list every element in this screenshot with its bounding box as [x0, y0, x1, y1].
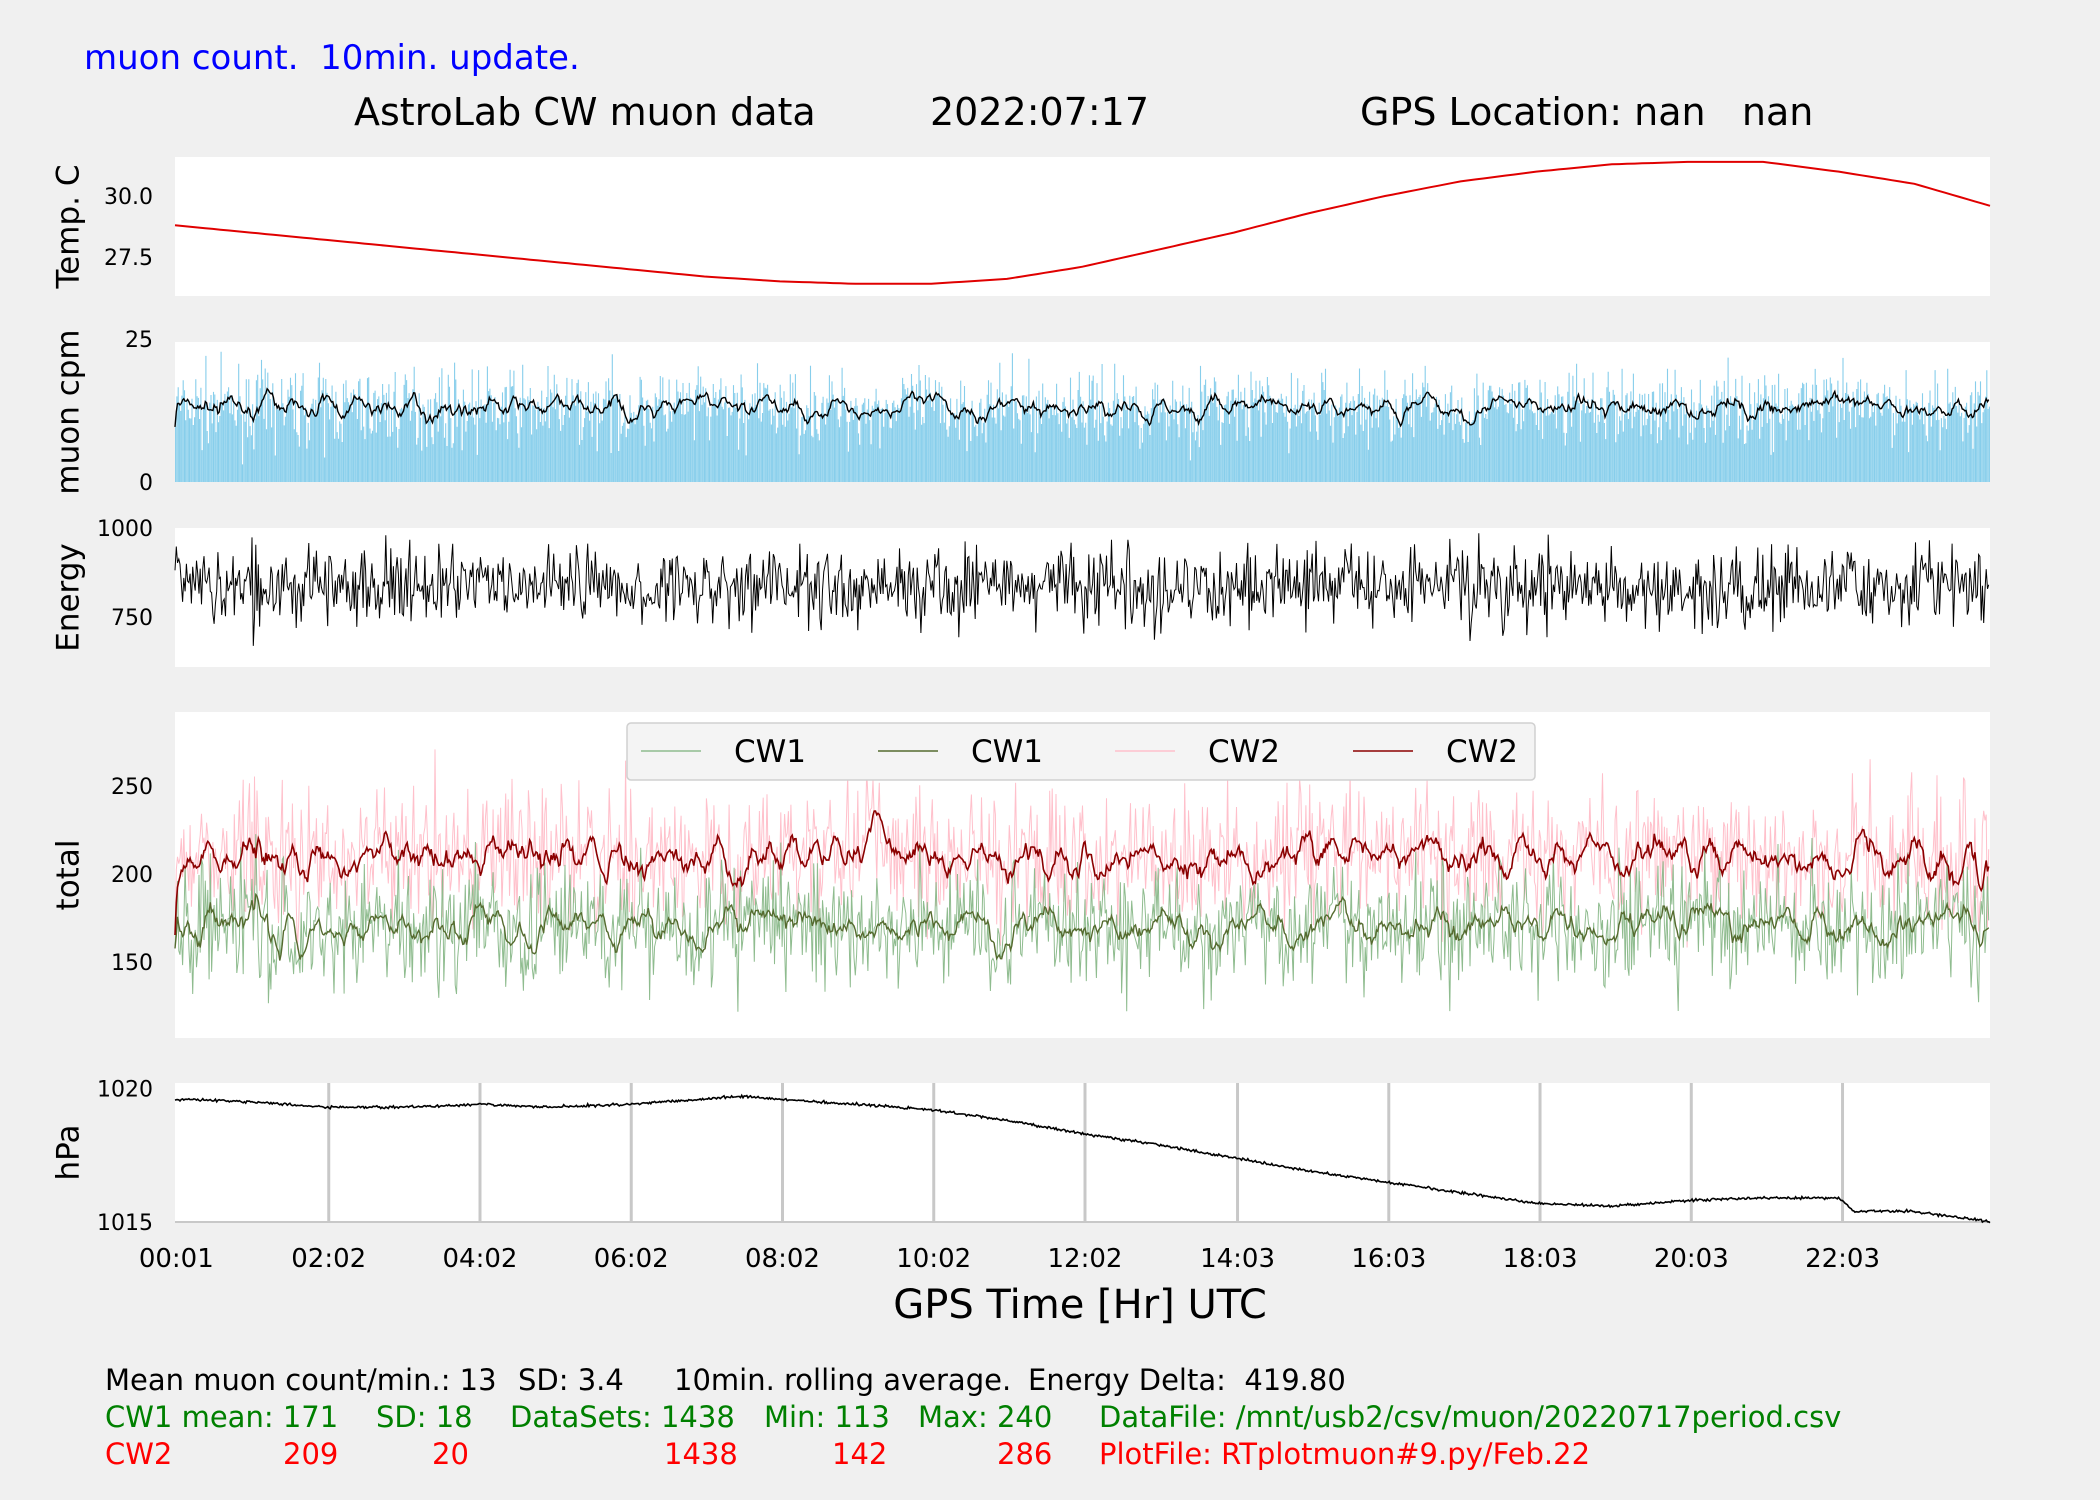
x-tick-label: 22:03	[1805, 1244, 1880, 1274]
cw1-datasets: DataSets: 1438	[510, 1400, 735, 1434]
x-tick-label: 02:02	[291, 1244, 366, 1274]
x-axis-label: GPS Time [Hr] UTC	[893, 1282, 1267, 1328]
footer-rolling: 10min. rolling average.	[674, 1363, 1012, 1397]
footer-energy-delta: Energy Delta: 419.80	[1028, 1363, 1346, 1397]
x-tick-label: 14:03	[1200, 1244, 1275, 1274]
plot-panel	[175, 1083, 1990, 1222]
muon-rolling-average	[174, 387, 1990, 428]
cw1-sd: SD: 18	[376, 1400, 473, 1434]
cw2-datasets: 1438	[664, 1437, 738, 1471]
y-tick-label: 0	[139, 471, 153, 496]
legend-box	[626, 722, 1536, 781]
y-tick-label: 27.5	[104, 246, 153, 271]
cw1-min: Min: 113	[764, 1400, 890, 1434]
y-tick-label: 30.0	[104, 185, 153, 210]
y-tick-label: 1015	[97, 1211, 153, 1236]
legend-label: CW1	[734, 734, 806, 770]
chart-date: 2022:07:17	[930, 90, 1150, 134]
cw1-max: Max: 240	[918, 1400, 1053, 1434]
y-tick-label: 1000	[97, 517, 153, 542]
x-tick-label: 04:02	[443, 1244, 518, 1274]
x-tick-label: 10:02	[896, 1244, 971, 1274]
y-tick-label: 1020	[97, 1077, 153, 1102]
cw2-plotfile: PlotFile: RTplotmuon#9.py/Feb.22	[1099, 1437, 1591, 1471]
cw1-mean: CW1 mean: 171	[105, 1400, 339, 1434]
pressure-line	[174, 1093, 1991, 1224]
x-tick-label: 18:03	[1503, 1244, 1578, 1274]
chart-title: AstroLab CW muon data	[354, 90, 816, 134]
y-axis-label: muon cpm	[51, 329, 87, 494]
cw2-mean: 209	[283, 1437, 339, 1471]
x-tick-label: 00:01	[139, 1244, 214, 1274]
footer-mean: Mean muon count/min.: 13	[105, 1363, 497, 1397]
cw1-rolling-line	[174, 892, 1990, 961]
x-tick-label: 12:02	[1048, 1244, 1123, 1274]
gps-location: GPS Location: nan nan	[1360, 90, 1814, 134]
energy-line	[174, 533, 1990, 646]
cw1-raw-line	[174, 834, 1990, 1012]
muon-bars	[175, 351, 1990, 482]
footer-sd: SD: 3.4	[518, 1363, 624, 1397]
y-axis-label: total	[51, 840, 87, 911]
cw2-max: 286	[997, 1437, 1053, 1471]
cw2-label: CW2	[105, 1437, 173, 1471]
legend-label: CW2	[1446, 734, 1518, 770]
y-axis-label: Energy	[51, 543, 87, 652]
update-note: muon count. 10min. update.	[84, 38, 580, 78]
cw2-rolling-line	[174, 810, 1990, 936]
x-tick-label: 16:03	[1351, 1244, 1426, 1274]
cw2-sd: 20	[432, 1437, 469, 1471]
x-tick-label: 08:02	[745, 1244, 820, 1274]
cw1-datafile: DataFile: /mnt/usb2/csv/muon/20220717per…	[1099, 1400, 1842, 1434]
y-axis-label: hPa	[51, 1125, 87, 1181]
y-axis-label: Temp. C	[51, 165, 87, 290]
plot-panel	[175, 157, 1990, 296]
cw2-min: 142	[832, 1437, 888, 1471]
y-tick-label: 150	[111, 951, 153, 976]
y-tick-label: 250	[111, 775, 153, 800]
legend-label: CW2	[1208, 734, 1280, 770]
x-tick-label: 06:02	[594, 1244, 669, 1274]
plot-panel	[175, 528, 1990, 667]
y-tick-label: 200	[111, 863, 153, 888]
legend-label: CW1	[971, 734, 1043, 770]
y-tick-label: 25	[125, 328, 153, 353]
x-tick-label: 20:03	[1654, 1244, 1729, 1274]
y-tick-label: 750	[111, 606, 153, 631]
temperature-line	[174, 160, 1991, 285]
